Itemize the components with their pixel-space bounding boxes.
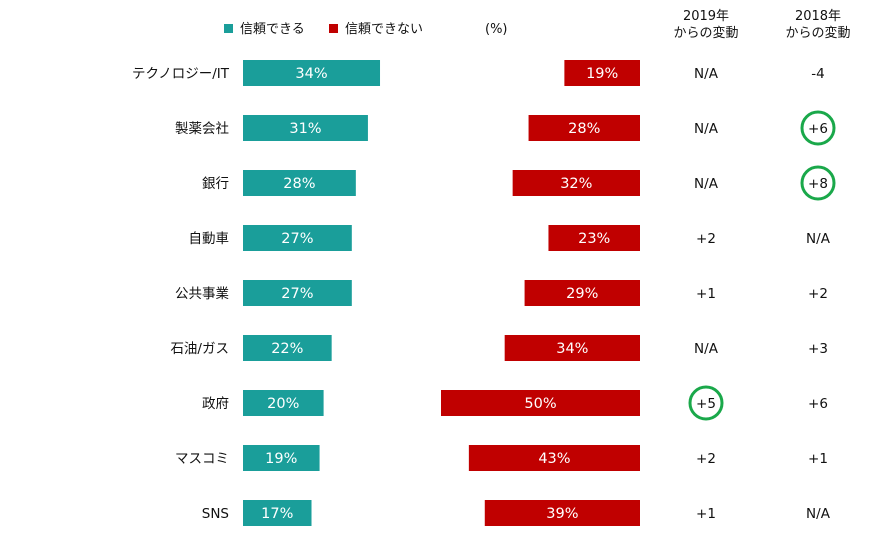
category-label: 製薬会社 bbox=[175, 121, 229, 137]
change-2018-value: N/A bbox=[806, 231, 831, 247]
change-2018-value: +6 bbox=[808, 396, 828, 412]
bar-distrust-label: 29% bbox=[566, 286, 598, 302]
legend-swatch-distrust bbox=[329, 24, 338, 33]
chart-rows: テクノロジー/IT 34% 19% N/A -4 製薬会社 31% 28% N/A +6 銀行 28%… bbox=[132, 60, 836, 526]
change-2019-value: +2 bbox=[696, 451, 716, 467]
row-7: マスコミ 19% 43% +2 +1 bbox=[175, 445, 828, 471]
unit-label: (%) bbox=[485, 22, 508, 37]
highlight-circle bbox=[800, 110, 836, 146]
bar-trust-label: 22% bbox=[271, 341, 303, 357]
bar-distrust bbox=[512, 170, 640, 196]
bar-trust bbox=[243, 225, 352, 251]
bar-trust-label: 28% bbox=[283, 176, 315, 192]
category-label: 自動車 bbox=[189, 231, 230, 247]
category-label: SNS bbox=[202, 506, 229, 522]
change-2019-value: +2 bbox=[696, 231, 716, 247]
category-label: 石油/ガス bbox=[170, 341, 229, 357]
change-2019-value: N/A bbox=[694, 66, 719, 82]
legend-swatch-trust bbox=[224, 24, 233, 33]
bar-distrust-label: 43% bbox=[538, 451, 570, 467]
category-label: テクノロジー/IT bbox=[132, 66, 230, 82]
bar-trust bbox=[243, 280, 352, 306]
bar-trust-label: 19% bbox=[265, 451, 297, 467]
row-0: テクノロジー/IT 34% 19% N/A -4 bbox=[132, 60, 825, 86]
change-2019-value: N/A bbox=[694, 121, 719, 137]
change-2019-value: N/A bbox=[694, 176, 719, 192]
bar-trust bbox=[243, 115, 368, 141]
bar-distrust bbox=[524, 280, 640, 306]
category-label: マスコミ bbox=[175, 451, 229, 467]
bar-trust bbox=[243, 390, 324, 416]
row-4: 公共事業 27% 29% +1 +2 bbox=[175, 280, 828, 306]
legend: 信頼できる 信頼できない (%) bbox=[224, 22, 508, 37]
bar-distrust bbox=[504, 335, 640, 361]
change-2019-value: N/A bbox=[694, 341, 719, 357]
category-label: 銀行 bbox=[202, 176, 229, 192]
change-2018-value: +8 bbox=[808, 176, 828, 192]
change-2018-value: +2 bbox=[808, 286, 828, 302]
column-headers: 2019年からの変動 2018年からの変動 bbox=[673, 9, 850, 41]
bar-trust bbox=[243, 445, 320, 471]
bar-distrust-label: 32% bbox=[560, 176, 592, 192]
highlight-circle bbox=[800, 165, 836, 201]
bar-trust bbox=[243, 60, 381, 86]
bar-distrust bbox=[484, 500, 640, 526]
bar-trust bbox=[243, 170, 356, 196]
change-2018-value: N/A bbox=[806, 506, 831, 522]
change-2018-value: +1 bbox=[808, 451, 828, 467]
bar-distrust-label: 19% bbox=[586, 66, 618, 82]
change-2019-value: +1 bbox=[696, 506, 716, 522]
bar-distrust-label: 34% bbox=[556, 341, 588, 357]
bar-distrust bbox=[468, 445, 640, 471]
header-change-2019: 2019年からの変動 bbox=[673, 9, 738, 41]
change-2019-value: +1 bbox=[696, 286, 716, 302]
change-2018-value: +3 bbox=[808, 341, 828, 357]
change-2018-value: -4 bbox=[811, 66, 824, 82]
highlight-circle bbox=[688, 385, 724, 421]
bar-trust-label: 34% bbox=[295, 66, 327, 82]
row-5: 石油/ガス 22% 34% N/A +3 bbox=[170, 335, 828, 361]
bar-trust bbox=[243, 335, 332, 361]
bar-distrust bbox=[564, 60, 640, 86]
bar-trust-label: 31% bbox=[289, 121, 321, 137]
bar-trust-label: 17% bbox=[261, 506, 293, 522]
bar-distrust-label: 23% bbox=[578, 231, 610, 247]
bar-distrust bbox=[441, 390, 640, 416]
row-8: SNS 17% 39% +1 N/A bbox=[202, 500, 831, 526]
bar-distrust-label: 28% bbox=[568, 121, 600, 137]
change-2019-value: +5 bbox=[696, 396, 716, 412]
bar-trust bbox=[243, 500, 312, 526]
category-label: 政府 bbox=[202, 396, 229, 412]
legend-label-distrust: 信頼できない bbox=[345, 22, 423, 37]
row-1: 製薬会社 31% 28% N/A +6 bbox=[175, 110, 836, 146]
bar-trust-label: 27% bbox=[281, 286, 313, 302]
bar-trust-label: 27% bbox=[281, 231, 313, 247]
bar-distrust bbox=[548, 225, 640, 251]
bar-distrust-label: 39% bbox=[546, 506, 578, 522]
bar-distrust-label: 50% bbox=[524, 396, 556, 412]
bar-distrust bbox=[528, 115, 640, 141]
change-2018-value: +6 bbox=[808, 121, 828, 137]
header-change-2018: 2018年からの変動 bbox=[785, 9, 850, 41]
bar-trust-label: 20% bbox=[267, 396, 299, 412]
category-label: 公共事業 bbox=[175, 286, 229, 302]
row-3: 自動車 27% 23% +2 N/A bbox=[189, 225, 831, 251]
row-2: 銀行 28% 32% N/A +8 bbox=[202, 165, 836, 201]
legend-label-trust: 信頼できる bbox=[240, 22, 305, 37]
row-6: 政府 20% 50% +5 +6 bbox=[202, 385, 828, 421]
